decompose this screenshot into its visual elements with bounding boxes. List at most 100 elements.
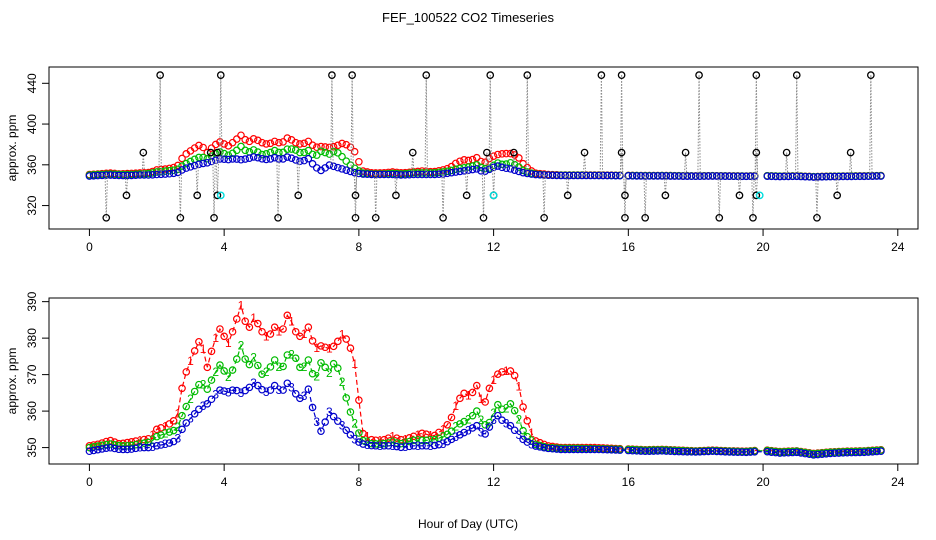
- x-tick-label: 12: [487, 240, 501, 254]
- series-3-point: [296, 394, 304, 403]
- series-3-point: [232, 386, 241, 395]
- series-3-point: [822, 449, 831, 458]
- series-2-label: 2: [238, 338, 245, 352]
- series-3-point: [557, 171, 565, 180]
- series-3-point: [110, 171, 119, 180]
- series-2-point: [224, 151, 233, 160]
- series-3-point: [254, 381, 262, 390]
- series-2-label: 2: [364, 435, 371, 449]
- series-3-label: 3: [326, 405, 333, 419]
- series-1-point: [300, 139, 308, 148]
- series-3-label: 3: [503, 416, 510, 430]
- series-3-point: [384, 441, 393, 450]
- series-3-point: [367, 441, 376, 450]
- series-1-label: 1: [414, 428, 421, 442]
- series-3-point: [552, 445, 561, 453]
- series-3-point: [809, 173, 818, 181]
- series-1-point: [266, 330, 275, 338]
- series-1-label: 1: [212, 331, 219, 345]
- series-3-label: 3: [377, 439, 384, 453]
- series-1-point: [498, 150, 506, 158]
- series-3-point: [574, 171, 582, 180]
- series-2-label: 2: [200, 378, 207, 392]
- series-1-label: 1: [137, 433, 144, 447]
- series-2-label: 2: [414, 433, 421, 447]
- spike-lower-point: [661, 191, 670, 200]
- spike-low-point: [715, 213, 724, 222]
- series-3-point: [178, 166, 186, 174]
- series-2-label: 2: [440, 430, 447, 444]
- series-3-point: [658, 447, 666, 455]
- series-3-point: [161, 170, 170, 178]
- spike-low-line: [277, 158, 280, 218]
- series-3-point: [401, 171, 409, 179]
- spike-high-point: [752, 71, 761, 80]
- series-2-point: [207, 376, 216, 384]
- series-3-point: [102, 171, 111, 179]
- series-2-point: [283, 145, 292, 153]
- spike-lower-point: [462, 191, 471, 200]
- series-3-label: 3: [187, 411, 194, 425]
- series-3-point: [89, 446, 98, 455]
- series-3-point: [397, 171, 405, 179]
- series-3-point: [595, 171, 603, 180]
- series-1-label: 1: [440, 422, 447, 436]
- series-3-point: [797, 449, 805, 457]
- series-2-label: 2: [162, 427, 169, 441]
- series-3-point: [447, 168, 456, 177]
- series-2-label: 2: [339, 375, 346, 389]
- series-3-point: [346, 431, 355, 439]
- spike-high-line: [525, 75, 528, 174]
- spike-low-line: [104, 175, 107, 218]
- series-3-point: [405, 442, 414, 451]
- series-3-point: [704, 172, 713, 180]
- series-3-point: [645, 447, 654, 455]
- series-2-point: [254, 148, 262, 156]
- series-3-label: 3: [288, 380, 295, 394]
- x-tick-label: 24: [891, 240, 905, 254]
- series-1-point: [308, 337, 317, 345]
- series-3-point: [746, 172, 755, 181]
- spike-mid-point: [509, 148, 518, 157]
- spike-lower-line: [566, 175, 569, 196]
- series-1-point: [409, 432, 418, 441]
- series-3-point: [422, 170, 431, 179]
- x-tick-label: 16: [622, 240, 636, 254]
- series-3-point: [578, 171, 586, 180]
- series-3-point: [228, 155, 237, 163]
- series-3-point: [734, 172, 742, 181]
- series-1-point: [334, 337, 342, 346]
- series-3-point: [115, 445, 123, 454]
- series-3-point: [468, 424, 477, 432]
- spike-low-point: [274, 213, 282, 222]
- series-3-point: [641, 447, 649, 456]
- series-3-point: [784, 448, 793, 457]
- series-3-point: [186, 163, 195, 171]
- series-3-point: [371, 170, 380, 179]
- spike-low-line: [375, 174, 378, 218]
- series-1-point: [329, 342, 338, 351]
- series-1-point: [291, 138, 300, 147]
- series-3-point: [489, 163, 498, 172]
- series-3-point: [856, 172, 864, 181]
- spike-low-point: [540, 213, 548, 222]
- series-2-point: [241, 146, 249, 155]
- series-1-label: 1: [452, 399, 459, 413]
- x-tick-label: 12: [487, 475, 501, 489]
- y-tick-label: 370: [25, 364, 39, 384]
- series-2-point: [140, 439, 148, 447]
- spike-low-point: [439, 213, 447, 222]
- series-3-label: 3: [263, 385, 270, 399]
- spike-high-line: [697, 75, 700, 177]
- series-1-point: [481, 398, 489, 406]
- series-1-point: [232, 315, 241, 323]
- spike-high-point: [866, 71, 875, 80]
- series-3-point: [165, 439, 174, 447]
- series-2-point: [447, 427, 456, 435]
- spike-high-line: [489, 75, 492, 169]
- series-3-point: [776, 449, 784, 457]
- series-1-point: [317, 142, 325, 151]
- series-1-label: 1: [389, 430, 396, 444]
- series-3-point: [321, 418, 329, 426]
